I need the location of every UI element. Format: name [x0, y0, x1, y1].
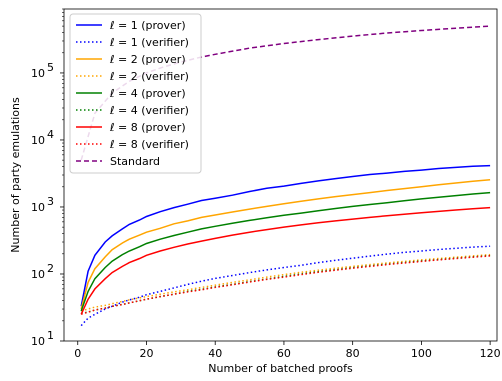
x-tick-label: 60 [277, 347, 291, 360]
y-tick-exponent: 5 [47, 61, 54, 74]
legend-label: Standard [110, 155, 160, 168]
y-tick-label: 10 [31, 268, 45, 281]
x-tick-label: 120 [480, 347, 501, 360]
legend-label: ℓ = 4 (verifier) [109, 104, 189, 117]
y-tick-label: 10 [31, 67, 45, 80]
x-tick-label: 0 [74, 347, 81, 360]
legend-label: ℓ = 8 (prover) [109, 121, 186, 134]
y-tick-label: 10 [31, 134, 45, 147]
legend-label: ℓ = 4 (prover) [109, 87, 186, 100]
y-tick-label: 10 [31, 201, 45, 214]
x-axis-label: Number of batched proofs [208, 362, 353, 375]
legend-label: ℓ = 8 (verifier) [109, 138, 189, 151]
series-line-5 [80, 191, 491, 312]
legend-label: ℓ = 2 (verifier) [109, 70, 189, 83]
series-layer [80, 25, 491, 327]
legend-label: ℓ = 1 (prover) [109, 19, 186, 32]
y-tick-label: 10 [31, 335, 45, 348]
x-tick-label: 80 [346, 347, 360, 360]
legend: ℓ = 1 (prover) ℓ = 1 (verifier) ℓ = 2 (pro… [69, 13, 202, 174]
series-line-8 [80, 255, 491, 316]
y-tick-exponent: 3 [47, 195, 54, 208]
y-tick-exponent: 4 [47, 128, 54, 141]
series-line-1 [80, 164, 491, 307]
x-tick-label: 40 [208, 347, 222, 360]
x-tick-label: 20 [139, 347, 153, 360]
series-line-7 [80, 206, 491, 315]
y-tick-exponent: 2 [47, 262, 54, 275]
series-line-3 [80, 178, 491, 310]
legend-label: ℓ = 2 (prover) [109, 53, 186, 66]
y-axis-label: Number of party emulations [9, 97, 22, 253]
legend-label: ℓ = 1 (verifier) [109, 36, 189, 49]
series-line-4 [80, 253, 491, 312]
x-tick-label: 100 [411, 347, 432, 360]
legend-box [69, 13, 202, 174]
y-tick-exponent: 1 [47, 329, 54, 342]
